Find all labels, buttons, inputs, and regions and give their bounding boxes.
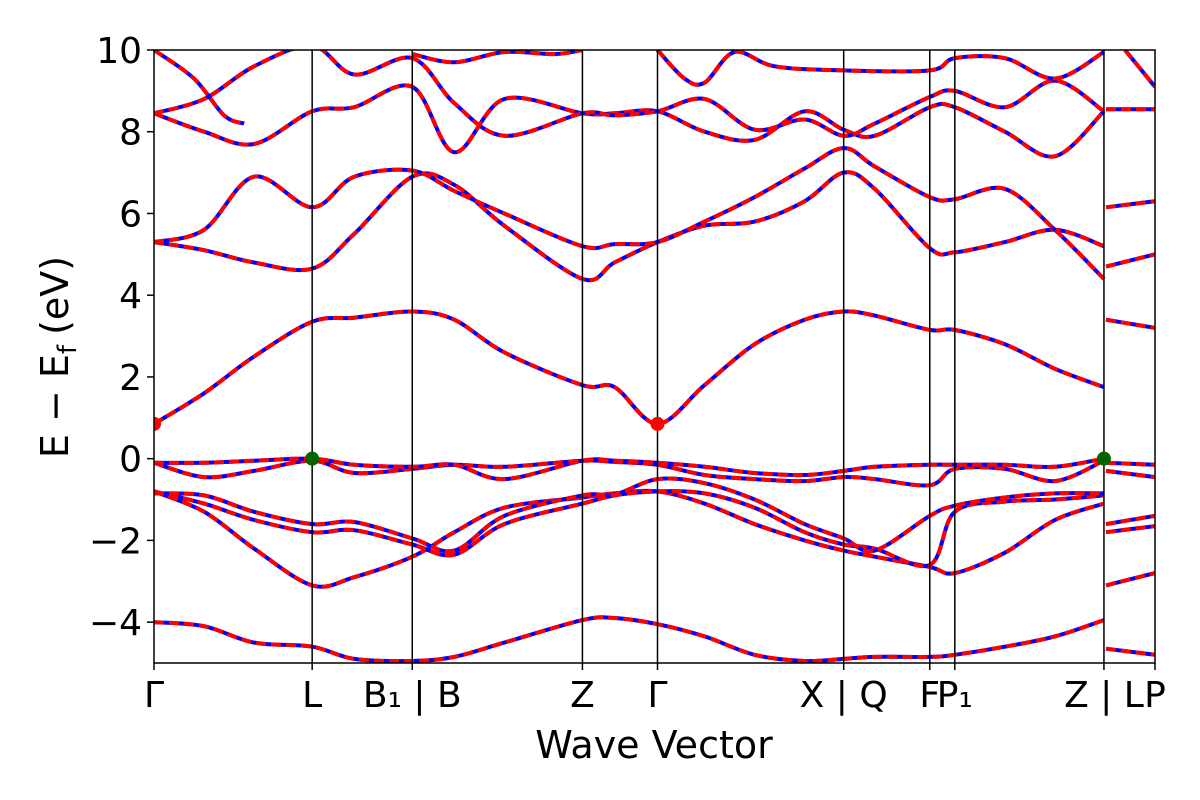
band-8-segment-1-dashed [1105, 252, 1155, 269]
y-tick-label-3: 2 [119, 358, 142, 399]
band-9-segment-0-solid [154, 146, 1106, 281]
band-8-segment-0-solid [154, 170, 1105, 283]
band-6-segment-0-dashed [154, 309, 1105, 426]
x-tick-label-3: Z [570, 675, 595, 716]
x-tick-label-1: L [302, 675, 322, 716]
band-8-segment-0-dashed [154, 170, 1105, 283]
y-tick-label-1: −2 [89, 521, 142, 562]
x-tick-label-2: B₁ | B [363, 675, 462, 716]
band-3-segment-0-dashed [154, 476, 1104, 554]
y-axis-ticks: −4 −2 0 2 4 6 8 10 [89, 31, 154, 644]
cbm-marker-1 [650, 416, 665, 431]
cbm-marker-0 [154, 416, 161, 431]
y-axis-title: E − Ef (eV) [33, 256, 83, 458]
band-2-segment-1-dashed [1105, 524, 1155, 535]
band-13-segment-0-solid [411, 50, 583, 65]
band-9-segment-0-dashed [154, 146, 1106, 281]
band-0-segment-0-solid [154, 615, 1105, 663]
y-tick-label-2: 0 [119, 440, 142, 481]
y-tick-label-0: −4 [89, 603, 142, 644]
band-10-segment-0-dashed [154, 83, 1106, 159]
vbm-marker-3 [1096, 451, 1111, 466]
vbm-marker-2 [305, 451, 320, 466]
band-edge-markers [154, 416, 1111, 466]
band-0-segment-1-dashed [1105, 646, 1155, 657]
y-tick-label-6: 8 [119, 113, 142, 154]
band-lines [154, 50, 1155, 663]
band-4-segment-1-dashed [1105, 468, 1155, 480]
band-3-segment-1-dashed [1105, 513, 1155, 527]
band-15-segment-0-dashed [1123, 50, 1155, 89]
y-tick-label-4: 4 [119, 276, 142, 317]
band-7-segment-0-dashed [1105, 317, 1155, 330]
band-9-segment-1-dashed [1105, 199, 1155, 210]
band-11-segment-0-dashed [154, 50, 1106, 138]
y-tick-label-7: 10 [96, 31, 142, 72]
band-11-segment-0-solid [154, 50, 1106, 138]
band-1-segment-1-dashed [1105, 571, 1155, 588]
high-symmetry-lines [311, 50, 1105, 663]
band-13-segment-0-dashed [411, 50, 583, 65]
y-axis-title-main: E − E [33, 354, 77, 458]
plot-frame [153, 49, 1156, 664]
x-axis-title: Wave Vector [535, 723, 773, 767]
band-5-segment-0-dashed [154, 456, 1105, 482]
band-12-segment-0-dashed [154, 50, 245, 126]
y-axis-title-unit: (eV) [33, 256, 77, 335]
band-14-segment-0-dashed [656, 50, 1105, 87]
x-tick-label-9: P [1144, 675, 1166, 716]
x-tick-label-8: Z | L [1064, 675, 1144, 716]
x-tick-label-7: P₁ [937, 675, 973, 716]
y-tick-label-5: 6 [119, 194, 142, 235]
y-axis-title-subscript: f [53, 344, 83, 354]
x-tick-label-5: X | Q [800, 675, 888, 716]
x-tick-label-6: F [919, 675, 940, 716]
x-tick-label-0: Γ [144, 675, 164, 716]
x-tick-label-4: Γ [647, 675, 667, 716]
band-14-segment-0-solid [656, 50, 1105, 87]
